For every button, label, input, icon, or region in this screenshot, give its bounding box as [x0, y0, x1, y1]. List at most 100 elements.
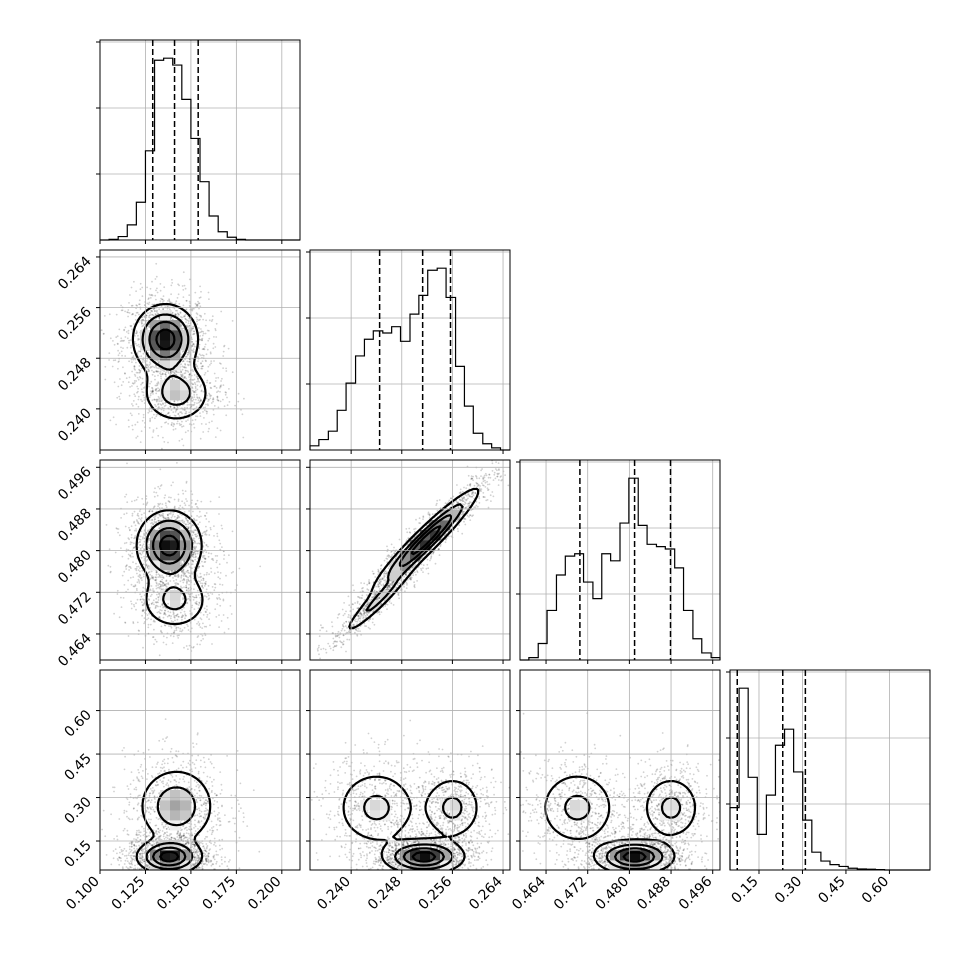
- histogram-bar: [310, 446, 319, 450]
- density-cell: [170, 380, 180, 390]
- y-tick-label: 0.15: [61, 838, 94, 871]
- x-tick-label: 0.488: [634, 874, 674, 914]
- histogram-bar: [200, 182, 209, 240]
- histogram-bar: [328, 431, 337, 450]
- histogram-bar: [629, 478, 638, 660]
- density-cell: [170, 800, 180, 810]
- joint-panel-content: [106, 462, 262, 661]
- histogram-bar: [383, 333, 392, 450]
- histogram-bar: [337, 410, 346, 450]
- histogram-bar: [538, 643, 547, 660]
- histogram-bar: [473, 433, 482, 450]
- x-tick-label: 0.150: [154, 874, 194, 914]
- histogram-bar: [556, 575, 565, 660]
- histogram-bar: [164, 58, 173, 240]
- y-tick-label: 0.60: [61, 707, 94, 740]
- histogram-bar: [766, 795, 775, 870]
- histogram-bar: [565, 556, 574, 660]
- histogram-bar: [127, 225, 136, 240]
- y-tick-label: 0.264: [55, 253, 95, 293]
- x-tick-label: 0.472: [551, 874, 591, 914]
- histogram-bar: [812, 852, 821, 870]
- x-tick-label: 0.464: [509, 873, 549, 913]
- histogram-bar: [803, 820, 812, 870]
- histogram-bar: [182, 99, 191, 240]
- y-tick-label: 0.248: [55, 355, 95, 395]
- joint-panel-0-1: 0.240 0.248 0.256 0.264: [55, 250, 300, 454]
- histogram-bar: [483, 444, 492, 450]
- x-tick-label: 0.256: [416, 873, 456, 913]
- histogram-bar: [364, 339, 373, 450]
- x-tick-label: 0.248: [365, 874, 405, 914]
- y-tick-label: 0.472: [55, 589, 95, 629]
- histogram-bar: [346, 383, 355, 450]
- histogram-bar: [584, 582, 593, 660]
- histogram-bar: [675, 568, 684, 660]
- x-tick-label: 0.175: [200, 874, 240, 914]
- histogram-bar: [693, 639, 702, 660]
- histogram-panel-1: [306, 250, 510, 454]
- histogram-bar: [647, 544, 656, 660]
- joint-panel-1-2: [306, 460, 510, 664]
- histogram-bar: [684, 610, 693, 660]
- histogram-bar: [757, 834, 766, 870]
- x-tick-label: 0.496: [676, 873, 716, 913]
- histogram-bar: [656, 547, 665, 660]
- histogram-bar: [446, 297, 455, 450]
- histogram-bar: [839, 866, 848, 870]
- y-tick-label: 0.45: [61, 751, 94, 784]
- density-cell: [570, 800, 580, 810]
- x-tick-label: 0.240: [314, 874, 354, 914]
- histogram-bar: [456, 366, 465, 450]
- histogram-bar: [620, 523, 629, 660]
- histogram-bar: [401, 341, 410, 450]
- histogram-bar: [593, 599, 602, 660]
- axes-frame: [100, 670, 300, 870]
- density-cell: [160, 800, 170, 810]
- histogram-bar: [821, 861, 830, 870]
- histogram-bar: [356, 356, 365, 450]
- y-tick-label: 0.464: [55, 630, 95, 670]
- y-tick-label: 0.496: [55, 464, 95, 504]
- histogram-bar: [373, 331, 382, 450]
- histogram-bar: [611, 561, 620, 660]
- x-tick-label: 0.200: [245, 874, 285, 914]
- joint-panel-content: [101, 263, 245, 450]
- histogram-bar: [118, 237, 127, 240]
- histogram-bar: [319, 440, 328, 450]
- histogram-bar: [638, 525, 647, 660]
- x-tick-label: 0.125: [109, 874, 149, 914]
- histogram-bar: [739, 688, 748, 870]
- histogram-bar: [209, 216, 218, 240]
- y-tick-label: 0.30: [61, 794, 94, 827]
- density-cell: [160, 350, 170, 360]
- histogram-bar: [218, 232, 227, 240]
- x-tick-label: 0.30: [772, 874, 805, 907]
- histogram-bar: [547, 610, 556, 660]
- x-tick-label: 0.45: [815, 874, 848, 907]
- histogram-bar: [575, 554, 584, 660]
- x-tick-label: 0.480: [593, 874, 633, 914]
- axes-frame: [100, 250, 300, 450]
- histogram-bar: [830, 865, 839, 870]
- histogram-bar: [748, 777, 757, 870]
- joint-panel-content: [311, 720, 510, 871]
- histogram-panel-2: [516, 460, 720, 664]
- density-cell: [170, 810, 180, 820]
- histogram-panel-0: [96, 40, 300, 244]
- x-tick-label: 0.60: [859, 874, 892, 907]
- histogram-bar: [464, 406, 473, 450]
- joint-panel-content: [317, 460, 509, 660]
- histogram-bar: [410, 314, 419, 450]
- density-cell: [370, 800, 380, 810]
- y-tick-label: 0.240: [55, 405, 95, 445]
- y-tick-label: 0.256: [55, 304, 95, 344]
- histogram-bar: [702, 653, 711, 660]
- y-tick-label: 0.480: [55, 547, 95, 587]
- histogram-bar: [602, 554, 611, 660]
